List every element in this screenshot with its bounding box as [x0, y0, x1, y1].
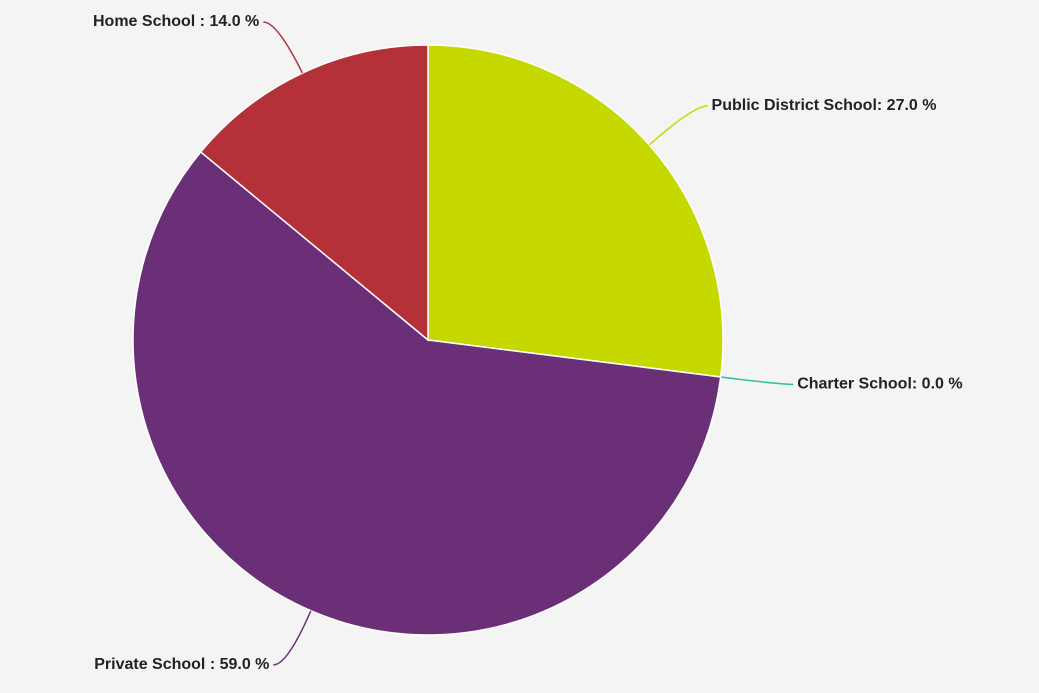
pie-slice: [132, 150, 722, 636]
leader-line: [648, 105, 708, 146]
leader-line: [720, 376, 794, 386]
data-label: Private School : 59.0 %: [94, 656, 269, 673]
pie-slice: [427, 44, 724, 378]
data-label: Public District School: 27.0 %: [712, 97, 937, 114]
pie-slice: [199, 44, 429, 342]
leader-line: [263, 21, 304, 74]
data-label: Charter School: 0.0 %: [797, 376, 962, 393]
data-label: Home School : 14.0 %: [93, 13, 259, 30]
leader-line: [273, 610, 312, 666]
